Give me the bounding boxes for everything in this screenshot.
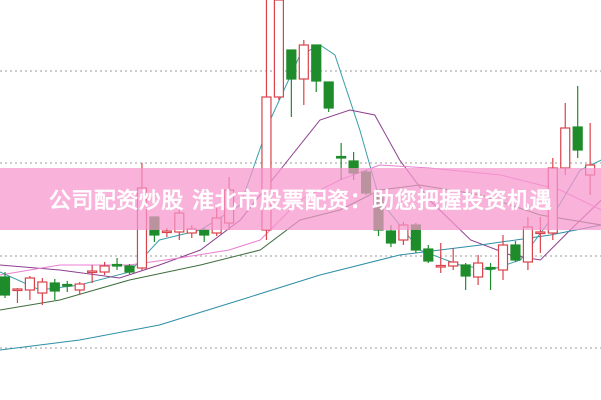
candle-body	[286, 49, 297, 80]
candle-down	[485, 263, 496, 290]
candle-body	[423, 248, 434, 262]
candle-up	[87, 265, 98, 283]
candle-body	[485, 266, 496, 270]
candle-down	[111, 258, 123, 270]
candle-body	[448, 261, 459, 267]
candles	[0, 0, 596, 305]
candle-up	[435, 243, 446, 273]
candle-down	[124, 264, 135, 274]
candle-body	[460, 264, 471, 277]
candle-down	[423, 245, 434, 263]
candle-down	[311, 44, 322, 92]
candle-body	[473, 262, 484, 278]
candle-body	[0, 276, 11, 296]
candle-body	[497, 244, 509, 271]
candle-body	[261, 96, 272, 231]
candle-body	[535, 231, 546, 235]
candle-up	[261, 0, 272, 240]
candle-down	[286, 49, 297, 117]
candle-up	[273, 0, 284, 100]
candle-body	[323, 81, 334, 109]
candle-up	[473, 255, 484, 285]
candle-up	[99, 262, 110, 275]
candle-body	[510, 244, 521, 261]
candle-body	[37, 281, 48, 294]
candle-body	[336, 155, 347, 159]
candle-body	[572, 126, 583, 151]
moving-average-line	[0, 224, 601, 351]
candle-up	[560, 103, 571, 175]
candle-body	[435, 264, 446, 268]
candle-up	[12, 288, 23, 303]
candle-body	[124, 265, 135, 273]
candle-body	[199, 229, 210, 236]
candle-up	[37, 278, 48, 305]
candle-down	[572, 86, 583, 158]
candle-up	[497, 235, 509, 280]
candle-body	[74, 283, 85, 291]
candle-down	[49, 279, 60, 300]
candle-body	[311, 44, 322, 82]
candle-body	[273, 0, 284, 98]
candle-up	[24, 276, 35, 300]
candle-up	[448, 248, 459, 270]
candle-body	[87, 270, 98, 274]
candle-down	[199, 228, 210, 242]
candle-up	[74, 282, 85, 295]
promo-banner: 公司配资炒股 淮北市股票配资：助您把握投资机遇	[0, 168, 601, 230]
candle-body	[385, 230, 397, 244]
candle-body	[12, 288, 23, 292]
candle-down	[323, 81, 334, 112]
candle-down	[0, 272, 11, 298]
candle-body	[298, 44, 309, 80]
candle-body	[99, 265, 110, 273]
candle-body	[161, 230, 172, 234]
candle-body	[24, 277, 35, 291]
candle-body	[522, 226, 534, 263]
candle-body	[62, 283, 73, 287]
candle-body	[49, 282, 60, 292]
banner-text: 公司配资炒股 淮北市股票配资：助您把握投资机遇	[48, 189, 553, 214]
candle-body	[560, 127, 571, 169]
candle-down	[62, 281, 73, 292]
candle-up	[298, 40, 309, 105]
candle-down	[510, 241, 521, 262]
candle-body	[111, 263, 123, 267]
candle-down	[460, 263, 471, 290]
